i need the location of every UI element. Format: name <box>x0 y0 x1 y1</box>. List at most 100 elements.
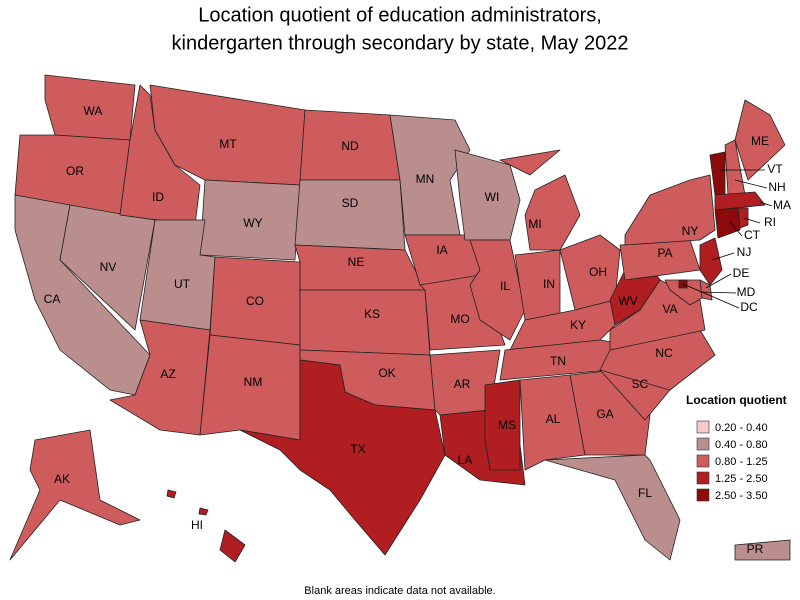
state-label: NH <box>768 180 785 194</box>
state-label: VT <box>767 162 783 176</box>
state-label: GA <box>596 407 613 421</box>
state-label: IL <box>500 279 510 293</box>
state-label: NM <box>244 375 263 389</box>
state-label: MT <box>219 137 237 151</box>
leader-line <box>699 291 737 294</box>
state-label: VA <box>662 302 677 316</box>
state-shape <box>664 279 703 306</box>
state-label: OH <box>589 265 607 279</box>
state-shape <box>484 379 521 471</box>
state-label: DC <box>740 300 758 314</box>
state-shape <box>737 207 749 229</box>
labels: WA OR CA NV ID MT WY UT CO AZ NM ND SD NE KS OK TX MN IA MO… <box>44 104 791 556</box>
state-label: WA <box>84 104 103 118</box>
leader-line <box>759 201 773 207</box>
state-label: OK <box>378 366 395 380</box>
legend-swatch <box>696 471 710 485</box>
state-label: NV <box>100 260 117 274</box>
state-shape <box>299 289 431 356</box>
legend-label: 1.25 - 2.50 <box>715 473 768 485</box>
state-label: IA <box>436 243 447 257</box>
state-label: NJ <box>737 245 752 259</box>
state-shape <box>9 429 141 561</box>
legend-title: Location quotient <box>686 393 787 407</box>
state-label: OR <box>66 164 84 178</box>
state-shape <box>544 454 681 561</box>
state-label: IN <box>543 277 555 291</box>
state-label: DE <box>733 266 750 280</box>
state-label: CO <box>246 294 264 308</box>
state-shape <box>709 151 726 196</box>
state-label: WI <box>485 190 500 204</box>
state-label: KS <box>364 307 380 321</box>
title: Location quotient of education administr… <box>198 4 602 26</box>
state-shape <box>469 239 526 341</box>
state-label: AL <box>546 412 561 426</box>
legend-swatch <box>696 454 710 468</box>
state-label: TN <box>550 354 566 368</box>
state-shape <box>734 99 786 181</box>
state-label: RI <box>764 215 776 229</box>
legend-swatch <box>696 437 710 451</box>
state-label: CA <box>44 292 61 306</box>
state-label: SC <box>632 377 649 391</box>
state-shape <box>714 207 741 239</box>
subtitle: kindergarten through secondary by state,… <box>172 32 629 54</box>
state-shape <box>119 84 201 226</box>
legend-label: 0.40 - 0.80 <box>715 439 768 451</box>
state-label: MD <box>737 285 756 299</box>
state-label: NC <box>655 346 673 360</box>
state-shape <box>239 359 446 556</box>
state-shape <box>624 174 716 246</box>
state-shape <box>524 174 581 251</box>
state-label: ID <box>152 190 164 204</box>
states <box>9 74 791 563</box>
legend-swatch <box>696 488 710 502</box>
state-label: TX <box>350 442 365 456</box>
state-shape <box>198 507 209 516</box>
state-label: ND <box>341 139 359 153</box>
state-shape <box>559 234 621 311</box>
footnote: Blank areas indicate data not available. <box>304 585 495 597</box>
legend: 0.20 - 0.40 0.40 - 0.80 0.80 - 1.25 1.25 - … <box>696 420 768 502</box>
state-shape <box>166 489 177 499</box>
state-shape <box>294 179 406 251</box>
legend-label: 2.50 - 3.50 <box>715 490 768 502</box>
state-label: UT <box>174 277 191 291</box>
state-label: WY <box>243 216 262 230</box>
legend-swatch <box>696 420 710 434</box>
state-label: PA <box>657 246 672 260</box>
state-label: KY <box>570 318 586 332</box>
leader-line <box>734 179 768 189</box>
legend-label: 0.20 - 0.40 <box>715 422 768 434</box>
leader-line <box>729 221 743 237</box>
state-label: MS <box>498 418 516 432</box>
state-label: ME <box>751 134 769 148</box>
state-label: MO <box>450 312 469 326</box>
state-shape <box>519 374 586 471</box>
state-label: CT <box>744 228 761 242</box>
state-label: WV <box>618 294 637 308</box>
state-label: NY <box>682 224 699 238</box>
state-shape <box>389 114 471 236</box>
leader-line <box>682 283 740 309</box>
state-label: MN <box>416 172 435 186</box>
leader-line <box>711 252 735 261</box>
state-label: SD <box>342 196 359 210</box>
state-label: AK <box>54 472 70 486</box>
state-label: MA <box>773 198 791 212</box>
state-shape <box>499 149 561 176</box>
state-shape <box>699 237 723 286</box>
state-label: FL <box>638 486 652 500</box>
state-label: HI <box>191 518 203 532</box>
legend-label: 0.80 - 1.25 <box>715 456 768 468</box>
leader-line <box>743 217 761 224</box>
state-label: NE <box>348 255 365 269</box>
state-label: LA <box>458 453 473 467</box>
state-shape <box>109 319 211 436</box>
state-label: PR <box>747 542 764 556</box>
state-shape <box>714 191 766 211</box>
state-shape <box>734 539 791 561</box>
